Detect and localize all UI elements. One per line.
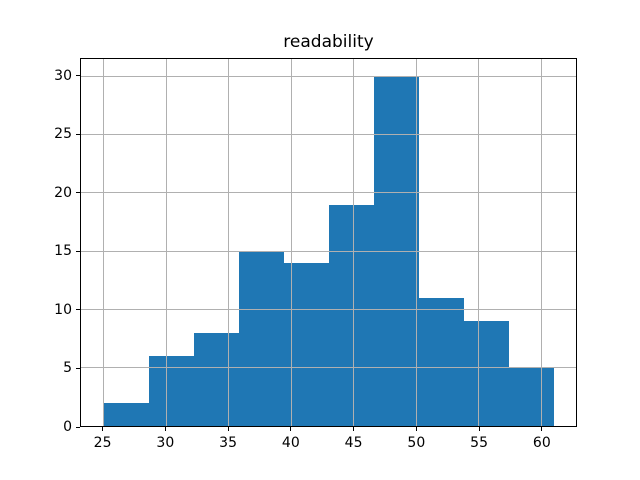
gridline-horizontal bbox=[81, 134, 576, 136]
histogram-bar bbox=[463, 321, 509, 426]
y-tick-mark bbox=[76, 309, 80, 311]
y-tick-label: 10 bbox=[54, 301, 72, 318]
y-tick-label: 20 bbox=[54, 184, 72, 201]
gridline-horizontal bbox=[81, 367, 576, 369]
chart-title: readability bbox=[283, 32, 374, 52]
gridline-vertical bbox=[353, 59, 354, 426]
histogram-bar bbox=[328, 204, 374, 426]
gridline-vertical bbox=[228, 59, 229, 426]
x-tick-label: 30 bbox=[156, 435, 175, 451]
y-tick-mark bbox=[76, 367, 80, 369]
gridline-vertical bbox=[165, 59, 167, 426]
y-tick-label: 5 bbox=[63, 360, 72, 377]
y-tick-label: 15 bbox=[54, 243, 72, 260]
x-tick-label: 60 bbox=[532, 435, 551, 451]
x-tick-label: 55 bbox=[470, 435, 489, 451]
gridline-vertical bbox=[290, 59, 292, 426]
y-tick-mark bbox=[76, 75, 80, 77]
x-tick-mark bbox=[353, 427, 355, 431]
x-tick-label: 35 bbox=[219, 435, 238, 451]
histogram-bar bbox=[103, 402, 149, 426]
y-tick-mark bbox=[76, 250, 80, 252]
y-tick-mark bbox=[76, 192, 80, 194]
x-tick-mark bbox=[541, 427, 543, 431]
gridline-vertical bbox=[415, 59, 417, 426]
gridline-horizontal bbox=[81, 309, 576, 310]
gridline-horizontal bbox=[81, 425, 576, 426]
y-tick-label: 25 bbox=[54, 126, 72, 143]
y-tick-label: 0 bbox=[63, 419, 72, 435]
gridline-vertical bbox=[540, 59, 542, 426]
gridline-horizontal bbox=[81, 250, 576, 252]
x-tick-mark bbox=[290, 427, 292, 431]
x-tick-mark bbox=[164, 427, 166, 431]
x-tick-label: 25 bbox=[93, 435, 112, 451]
histogram-bar bbox=[418, 297, 464, 426]
x-tick-label: 50 bbox=[407, 435, 426, 451]
x-tick-label: 40 bbox=[281, 435, 300, 451]
x-tick-mark bbox=[415, 427, 417, 431]
gridline-horizontal bbox=[81, 192, 576, 194]
histogram-bar bbox=[238, 251, 284, 426]
y-tick-label: 30 bbox=[54, 67, 72, 84]
gridline-vertical bbox=[478, 59, 479, 426]
gridline-horizontal bbox=[81, 75, 576, 77]
x-tick-mark bbox=[102, 427, 104, 431]
y-tick-mark bbox=[76, 133, 80, 135]
plot-area bbox=[80, 58, 577, 427]
x-tick-mark bbox=[478, 427, 480, 431]
gridline-vertical bbox=[103, 59, 104, 426]
histogram-bar bbox=[193, 332, 239, 426]
x-tick-label: 45 bbox=[344, 435, 363, 451]
y-tick-mark bbox=[76, 426, 80, 428]
histogram-bar bbox=[508, 367, 554, 426]
x-tick-mark bbox=[227, 427, 229, 431]
